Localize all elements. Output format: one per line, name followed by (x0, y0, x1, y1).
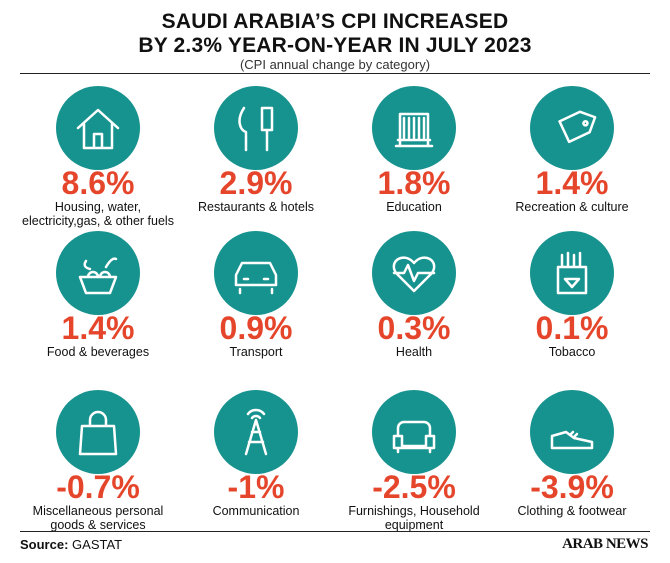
brand: ARAB NEWS (562, 536, 648, 552)
label: Food & beverages (46, 345, 150, 359)
title-line: SAUDI ARABIA’S CPI INCREASED (161, 10, 509, 33)
icon-circle (214, 86, 298, 170)
label: Health (395, 345, 433, 359)
icon (392, 256, 436, 293)
label: Transport (229, 345, 283, 359)
value: 0.3% (377, 310, 451, 346)
icon-circle (56, 231, 140, 315)
icon-circle (372, 86, 456, 170)
icon-circle (530, 390, 614, 474)
value: 0.1% (535, 310, 609, 346)
icon-circle (372, 231, 456, 315)
label: Restaurants & hotels (197, 200, 315, 214)
value: -1% (227, 469, 285, 505)
label: Communication (212, 504, 300, 518)
icon (550, 430, 594, 450)
icon-circle (214, 390, 298, 474)
label: Education (386, 200, 442, 214)
value: 1.4% (61, 310, 135, 346)
value: 1.4% (535, 165, 609, 201)
label: Recreation & culture (515, 200, 629, 214)
source-label: Source: (20, 537, 69, 552)
icon-circle (530, 231, 614, 315)
title-line: BY 2.3% YEAR-ON-YEAR IN JULY 2023 (138, 34, 532, 57)
subtitle: (CPI annual change by category) (239, 57, 431, 72)
label: Furnishings, Household equipment (348, 504, 480, 532)
icon-circle (214, 231, 298, 315)
icon (244, 408, 268, 456)
divider (20, 531, 650, 532)
value: -2.5% (372, 469, 456, 505)
icon (76, 108, 120, 150)
icon-circle (56, 390, 140, 474)
value: 2.9% (219, 165, 293, 201)
icon (234, 261, 278, 295)
icon-circle (372, 390, 456, 474)
icon (238, 106, 274, 152)
icon (558, 110, 597, 144)
divider (20, 73, 650, 74)
icon (394, 112, 434, 148)
icon (78, 410, 118, 456)
icon-circle (56, 86, 140, 170)
source-name: GASTAT (72, 537, 123, 552)
label: Tobacco (548, 345, 596, 359)
icon (556, 251, 588, 295)
icon-circle (530, 86, 614, 170)
value: -3.9% (530, 469, 614, 505)
label: Miscellaneous personal goods & services (32, 504, 164, 532)
value: 0.9% (219, 310, 293, 346)
label: Clothing & footwear (517, 504, 627, 518)
source: Source: GASTAT (20, 537, 122, 552)
icon (78, 257, 118, 295)
value: 1.8% (377, 165, 451, 201)
value: 8.6% (61, 165, 135, 201)
icon (392, 420, 436, 454)
label: Housing, water, electricity,gas, & other… (22, 200, 174, 228)
value: -0.7% (56, 469, 140, 505)
